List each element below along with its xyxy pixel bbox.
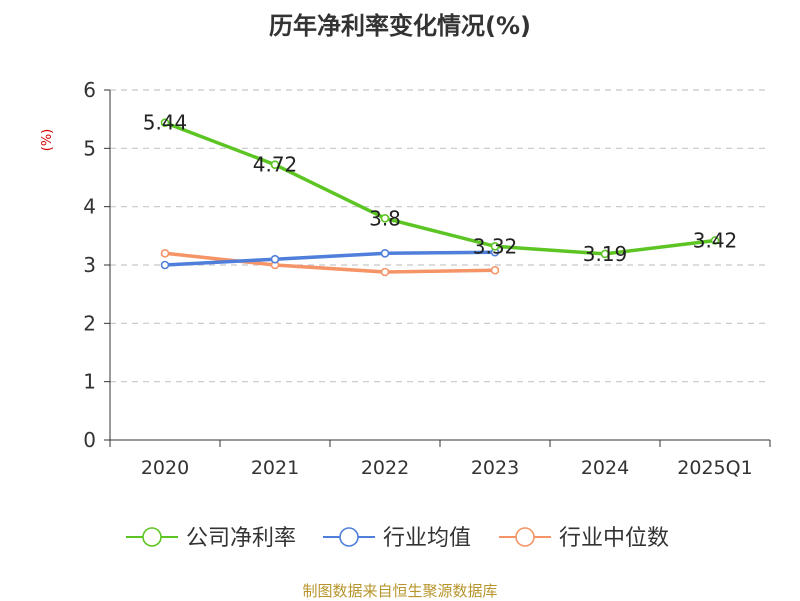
data-point	[710, 236, 720, 245]
x-tick-label: 2025Q1	[677, 457, 752, 479]
axes: 0 1 2 3 4 5 6 2020 2021 2022 2023 2024 2025Q1	[83, 78, 771, 479]
series-line	[164, 121, 716, 256]
y-tick-label: 5	[83, 136, 96, 160]
data-label: 3.42	[693, 229, 738, 253]
grid-lines	[110, 89, 770, 383]
data-label: 4.72	[253, 153, 298, 177]
legend-item[interactable]: 行业均值	[323, 526, 471, 551]
y-tick-label: 6	[83, 78, 96, 102]
series-line	[164, 251, 496, 274]
legend-label: 行业中位数	[559, 526, 669, 551]
data-label: 3.19	[583, 242, 628, 266]
data-point	[160, 118, 170, 127]
data-point	[160, 260, 170, 270]
data-label: 5.44	[143, 111, 188, 135]
x-tick-label: 2020	[141, 457, 189, 479]
x-tick-label: 2024	[581, 457, 629, 479]
y-tick-label: 4	[83, 195, 96, 219]
data-point	[380, 249, 390, 258]
legend-item[interactable]: 行业中位数	[499, 526, 669, 551]
x-tick-label: 2022	[361, 457, 409, 479]
x-tick-label: 2023	[471, 457, 519, 479]
legend-marker-icon	[515, 527, 535, 547]
data-point	[160, 249, 170, 258]
series-line	[164, 250, 496, 267]
data-point	[270, 160, 280, 169]
data-point	[490, 242, 500, 251]
legend[interactable]: 公司净利率 行业均值 行业中位数	[126, 526, 669, 551]
series-layer	[160, 118, 720, 277]
legend-marker-icon	[339, 527, 359, 547]
data-point	[600, 249, 610, 259]
legend-label: 公司净利率	[186, 526, 296, 551]
data-label: 3.32	[473, 234, 518, 258]
legend-marker-icon	[142, 527, 162, 547]
data-point	[380, 267, 390, 277]
x-tick-label: 2021	[251, 457, 299, 479]
data-label: 3.8	[369, 206, 401, 230]
chart-title: 历年净利率变化情况(%)	[269, 12, 531, 40]
legend-label: 行业均值	[383, 526, 471, 551]
y-tick-label: 1	[83, 370, 96, 394]
data-labels: 5.44 4.72 3.8 3.32 3.19 3.42	[143, 111, 738, 266]
data-point	[270, 254, 280, 264]
data-point	[380, 214, 390, 223]
y-tick-label: 0	[83, 428, 96, 452]
source-note: 制图数据来自恒生聚源数据库	[302, 582, 498, 600]
legend-item[interactable]: 公司净利率	[126, 526, 296, 551]
data-point	[490, 265, 500, 275]
y-tick-label: 3	[83, 253, 96, 277]
y-tick-label: 2	[83, 311, 96, 335]
